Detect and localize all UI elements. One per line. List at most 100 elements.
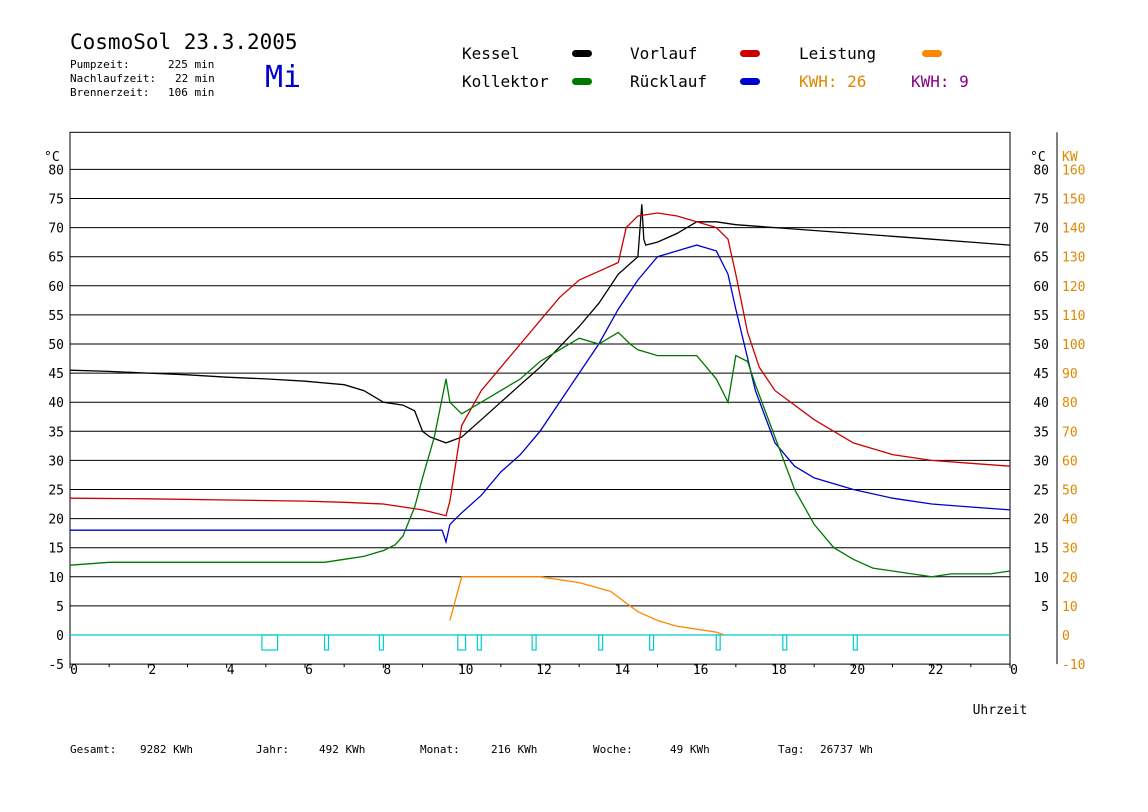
y-tick-label-left: 45 — [48, 367, 64, 382]
y-tick-label-right: 70 — [1033, 222, 1049, 237]
woche-value: 49 KWh — [670, 743, 710, 756]
y-axis-unit-right: °C — [1030, 150, 1046, 165]
y-tick-label-right: 5 — [1041, 600, 1049, 615]
y-tick-label-right: 15 — [1033, 542, 1049, 557]
pump-interval — [476, 634, 482, 651]
y-tick-label-right: 40 — [1033, 396, 1049, 411]
y-tick-label-left: 35 — [48, 425, 64, 440]
pumpzeit-label: Pumpzeit: — [70, 58, 130, 71]
legend-vorlauf-swatch — [740, 50, 760, 57]
x-tick-label: 12 — [536, 663, 552, 678]
y-tick-label-kw: 30 — [1062, 542, 1078, 557]
series-line-kollektor — [69, 331, 1011, 578]
y-tick-label-left: 75 — [48, 193, 64, 208]
y-tick-label-left: 40 — [48, 396, 64, 411]
x-tick-label: 16 — [693, 663, 709, 678]
y-tick-label-left: 10 — [48, 571, 64, 586]
y-tick-label-kw: 10 — [1062, 600, 1078, 615]
pumpzeit-value: 225 min — [168, 58, 215, 71]
brennerzeit-value: 106 min — [168, 86, 215, 99]
y-tick-label-left: 15 — [48, 542, 64, 557]
y-tick-label-right: 25 — [1033, 484, 1049, 499]
brennerzeit-label: Brennerzeit: — [70, 86, 150, 99]
pump-interval — [715, 634, 721, 651]
x-tick-label: 6 — [305, 663, 313, 678]
x-tick-label: 4 — [227, 663, 235, 678]
y-tick-label-right: 50 — [1033, 338, 1049, 353]
y-tick-label-left: 20 — [48, 513, 64, 528]
y-tick-label-left: 55 — [48, 309, 64, 324]
legend-kwh-purple: KWH: 9 — [911, 72, 969, 91]
y-tick-label-right: 30 — [1033, 454, 1049, 469]
x-tick-label: 2 — [148, 663, 156, 678]
legend-ruecklauf: Rücklauf — [630, 72, 708, 91]
pump-interval — [649, 634, 655, 651]
y-tick-label-kw: -10 — [1062, 658, 1085, 673]
x-axis-label: Uhrzeit — [973, 703, 1028, 718]
y-tick-label-right: 80 — [1033, 163, 1049, 178]
legend-leistung-swatch — [922, 50, 942, 57]
y-tick-label-left: 0 — [56, 629, 64, 644]
series-line-vorlauf — [69, 212, 1011, 517]
y-tick-label-kw: 0 — [1062, 629, 1070, 644]
jahr-label: Jahr: — [256, 743, 290, 756]
y-tick-label-kw: 50 — [1062, 484, 1078, 499]
y-tick-label-right: 20 — [1033, 513, 1049, 528]
y-tick-label-right: 75 — [1033, 193, 1049, 208]
monat-value: 216 KWh — [491, 743, 538, 756]
pump-interval — [782, 634, 788, 651]
y-tick-label-left: 60 — [48, 280, 64, 295]
x-tick-label: 10 — [458, 663, 474, 678]
y-tick-label-kw: 60 — [1062, 454, 1078, 469]
x-tick-label: 14 — [615, 663, 631, 678]
tag-label: Tag: — [778, 743, 805, 756]
pump-interval — [531, 634, 537, 651]
chart-title: CosmoSol 23.3.2005 — [70, 30, 298, 54]
y-tick-label-kw: 120 — [1062, 280, 1085, 295]
x-tick-label: 20 — [850, 663, 866, 678]
legend-kessel-swatch — [572, 50, 592, 57]
x-tick-label: 8 — [383, 663, 391, 678]
series-line-kessel — [69, 204, 1011, 444]
weekday-label: Mi — [265, 60, 302, 95]
gesamt-value: 9282 KWh — [140, 743, 193, 756]
y-tick-label-right: 10 — [1033, 571, 1049, 586]
pump-interval — [598, 634, 604, 651]
y-tick-label-right: 65 — [1033, 251, 1049, 266]
woche-label: Woche: — [593, 743, 633, 756]
gesamt-label: Gesamt: — [70, 743, 117, 756]
y-tick-label-kw: 80 — [1062, 396, 1078, 411]
y-tick-label-left: 5 — [56, 600, 64, 615]
legend-leistung: Leistung — [799, 44, 877, 63]
y-tick-label-kw: 70 — [1062, 425, 1078, 440]
y-tick-label-kw: 160 — [1062, 163, 1085, 178]
pump-interval — [852, 634, 858, 651]
y-tick-label-kw: 90 — [1062, 367, 1078, 382]
series-line-ruecklauf — [70, 244, 1011, 545]
y-tick-label-kw: 110 — [1062, 309, 1085, 324]
legend-vorlauf: Vorlauf — [630, 44, 698, 63]
monat-label: Monat: — [420, 743, 460, 756]
y-tick-label-right: 60 — [1033, 280, 1049, 295]
pump-interval — [457, 634, 467, 651]
y-tick-label-left: 65 — [48, 251, 64, 266]
legend-kwh-orange: KWH: 26 — [799, 72, 867, 91]
pump-interval — [323, 634, 330, 651]
y-tick-label-left: 50 — [48, 338, 64, 353]
y-tick-label-left: 70 — [48, 222, 64, 237]
y-tick-label-kw: 150 — [1062, 193, 1085, 208]
y-tick-label-kw: 40 — [1062, 513, 1078, 528]
nachlaufzeit-value: 22 min — [175, 72, 215, 85]
pump-interval — [261, 634, 279, 651]
legend-ruecklauf-swatch — [740, 78, 760, 85]
series-line-leistung — [449, 576, 725, 636]
x-tick-label: 0 — [70, 663, 78, 678]
plot-frame — [69, 131, 1011, 665]
jahr-value: 492 KWh — [319, 743, 366, 756]
legend-kollektor-swatch — [572, 78, 592, 85]
y-tick-label-kw: 140 — [1062, 222, 1085, 237]
pump-interval — [378, 634, 384, 651]
y-tick-label-right: 45 — [1033, 367, 1049, 382]
y-tick-label-left: 25 — [48, 484, 64, 499]
